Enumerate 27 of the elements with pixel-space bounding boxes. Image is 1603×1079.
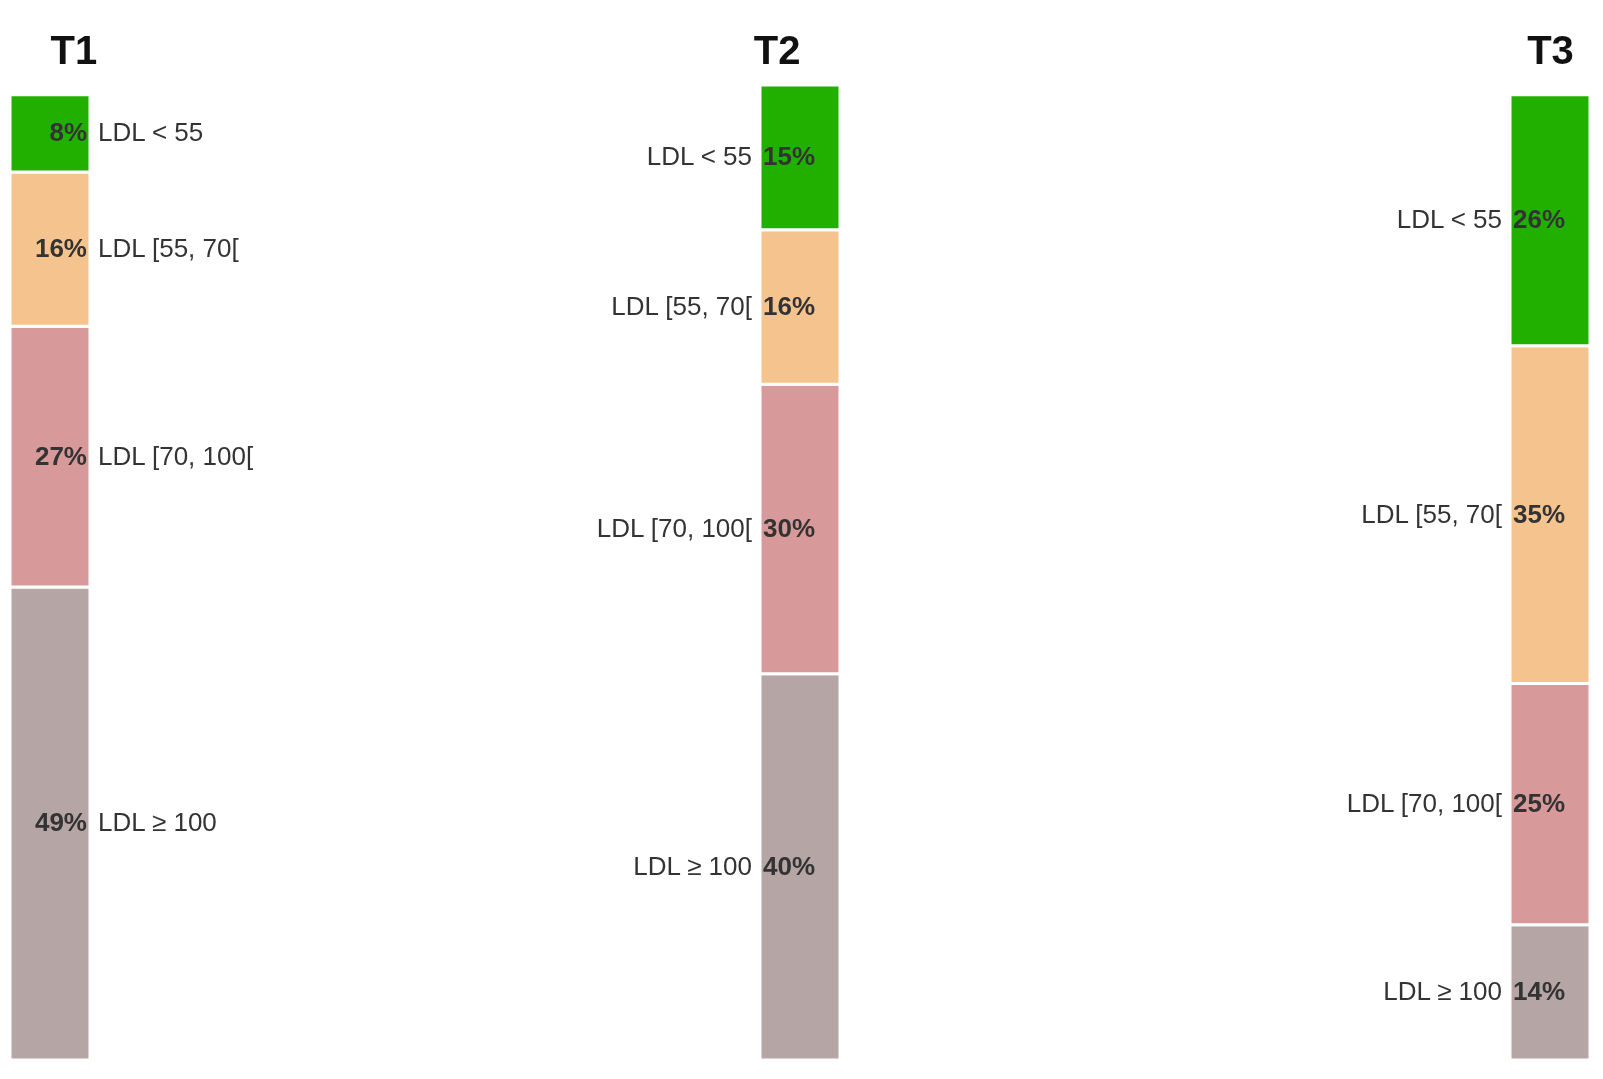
data-label: 27%: [34, 440, 87, 471]
text: LDL ≥ 100: [1383, 976, 1502, 1007]
text: LDL < 55: [646, 141, 752, 172]
data-label: 26%: [1513, 204, 1566, 235]
series-label: LDL ≥ 100: [98, 807, 217, 838]
x-tick-label: T3: [1527, 27, 1574, 72]
data-label: 49%: [34, 807, 87, 838]
data-label: 40%: [763, 850, 816, 881]
series-label: LDL < 55: [98, 117, 204, 148]
series-label: LDL [70, 100[: [98, 440, 254, 471]
data-label: 16%: [763, 291, 816, 322]
text: LDL [70, 100[: [596, 513, 752, 544]
data-label: 16%: [34, 233, 87, 264]
x-tick-label: T1: [50, 27, 98, 72]
data-label: 35%: [1513, 498, 1566, 529]
text: LDL [55, 70[: [1361, 498, 1502, 529]
data-label: 25%: [1513, 788, 1566, 819]
text: LDL [70, 100[: [1346, 788, 1502, 819]
text: LDL < 55: [1396, 204, 1502, 235]
data-label: 8%: [49, 117, 87, 148]
data-label: 15%: [763, 141, 816, 172]
data-label: 14%: [1513, 976, 1566, 1007]
data-label: 30%: [763, 513, 816, 544]
x-tick-label: T2: [753, 27, 801, 72]
series-label: LDL [55, 70[: [98, 233, 240, 264]
text: LDL [55, 70[: [611, 291, 752, 322]
text: LDL ≥ 100: [633, 850, 752, 881]
